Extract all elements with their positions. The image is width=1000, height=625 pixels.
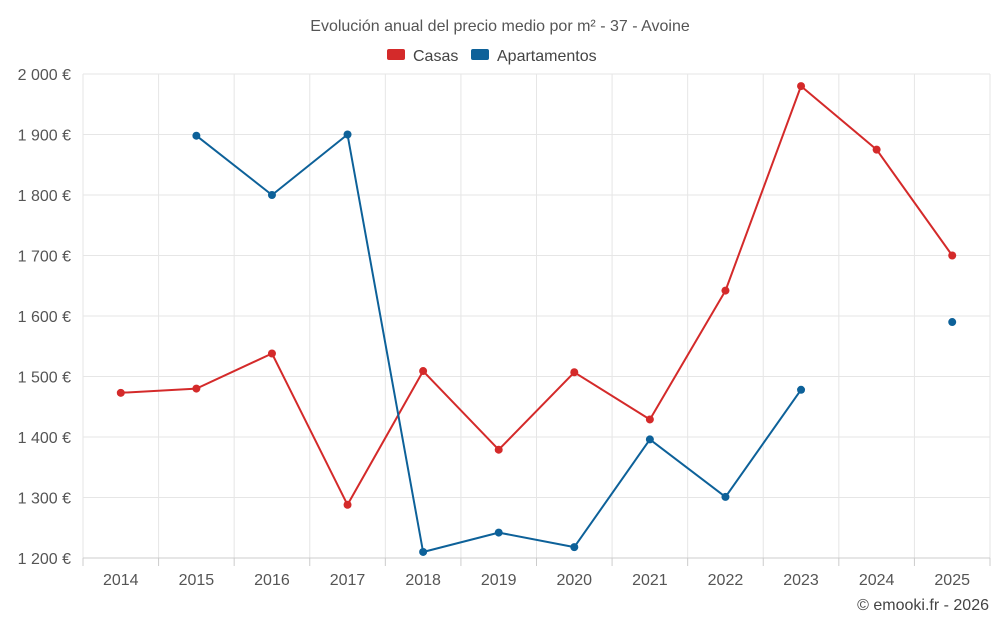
x-tick-label: 2019 [481, 572, 517, 589]
y-tick-label: 1 300 € [18, 491, 71, 508]
x-tick-label: 2016 [254, 572, 290, 589]
y-tick-label: 1 900 € [18, 128, 71, 145]
x-tick-label: 2014 [103, 572, 139, 589]
data-point-apartamentos[interactable] [494, 528, 503, 537]
y-tick-label: 1 400 € [18, 430, 71, 447]
data-point-casas[interactable] [872, 145, 881, 154]
data-point-casas[interactable] [948, 251, 957, 260]
y-tick-label: 1 200 € [18, 551, 71, 568]
legend-label-apartamentos: Apartamentos [497, 48, 597, 65]
series-apartamentos [192, 130, 957, 556]
data-point-apartamentos[interactable] [948, 318, 957, 327]
x-tick-label: 2023 [783, 572, 819, 589]
y-tick-label: 1 800 € [18, 188, 71, 205]
data-point-casas[interactable] [721, 286, 730, 295]
x-tick-label: 2025 [934, 572, 970, 589]
data-point-apartamentos[interactable] [343, 130, 352, 139]
data-point-casas[interactable] [192, 384, 201, 393]
data-point-casas[interactable] [267, 349, 276, 358]
series [116, 82, 957, 556]
x-tick-label: 2022 [708, 572, 744, 589]
x-tick-label: 2018 [405, 572, 441, 589]
legend-label-casas: Casas [413, 48, 458, 65]
data-point-casas[interactable] [343, 500, 352, 509]
series-line-apartamentos [195, 133, 802, 553]
x-tick-label: 2017 [330, 572, 366, 589]
legend-item-apartamentos[interactable]: Apartamentos [471, 48, 597, 65]
legend-swatch-apartamentos [471, 49, 489, 60]
y-tick-label: 1 500 € [18, 370, 71, 387]
data-point-apartamentos[interactable] [645, 435, 654, 444]
series-casas [116, 82, 957, 509]
x-tick-label: 2020 [556, 572, 592, 589]
x-tick-label: 2024 [859, 572, 895, 589]
data-point-apartamentos[interactable] [267, 191, 276, 199]
gridlines [82, 73, 991, 559]
y-tick-label: 1 700 € [18, 249, 71, 266]
legend-swatch-casas [387, 49, 405, 60]
credit-text: © emooki.fr - 2026 [857, 597, 989, 614]
data-point-casas[interactable] [494, 445, 503, 454]
data-point-apartamentos[interactable] [192, 131, 201, 140]
x-axis: 2014 2015 2016 2017 2018 2019 2020 2021 2022 2023… [82, 557, 991, 589]
y-tick-label: 2 000 € [18, 67, 71, 84]
x-tick-label: 2021 [632, 572, 668, 589]
data-point-apartamentos[interactable] [797, 385, 806, 394]
data-point-apartamentos[interactable] [721, 492, 730, 501]
x-tick-label: 2015 [179, 572, 215, 589]
data-point-casas[interactable] [797, 82, 806, 91]
series-line-casas [120, 85, 954, 506]
data-point-apartamentos[interactable] [570, 543, 579, 552]
data-point-casas[interactable] [645, 415, 654, 424]
data-point-casas[interactable] [419, 367, 428, 376]
data-point-casas[interactable] [116, 388, 125, 397]
chart-title: Evolución anual del precio medio por m² … [310, 18, 690, 35]
legend-item-casas[interactable]: Casas [387, 48, 458, 65]
data-point-apartamentos[interactable] [419, 547, 428, 556]
y-axis: 1 200 € 1 300 € 1 400 € 1 500 € 1 600 € 1 700… [18, 67, 71, 568]
data-point-casas[interactable] [570, 368, 579, 377]
legend: Casas Apartamentos [387, 48, 597, 65]
y-tick-label: 1 600 € [18, 309, 71, 326]
